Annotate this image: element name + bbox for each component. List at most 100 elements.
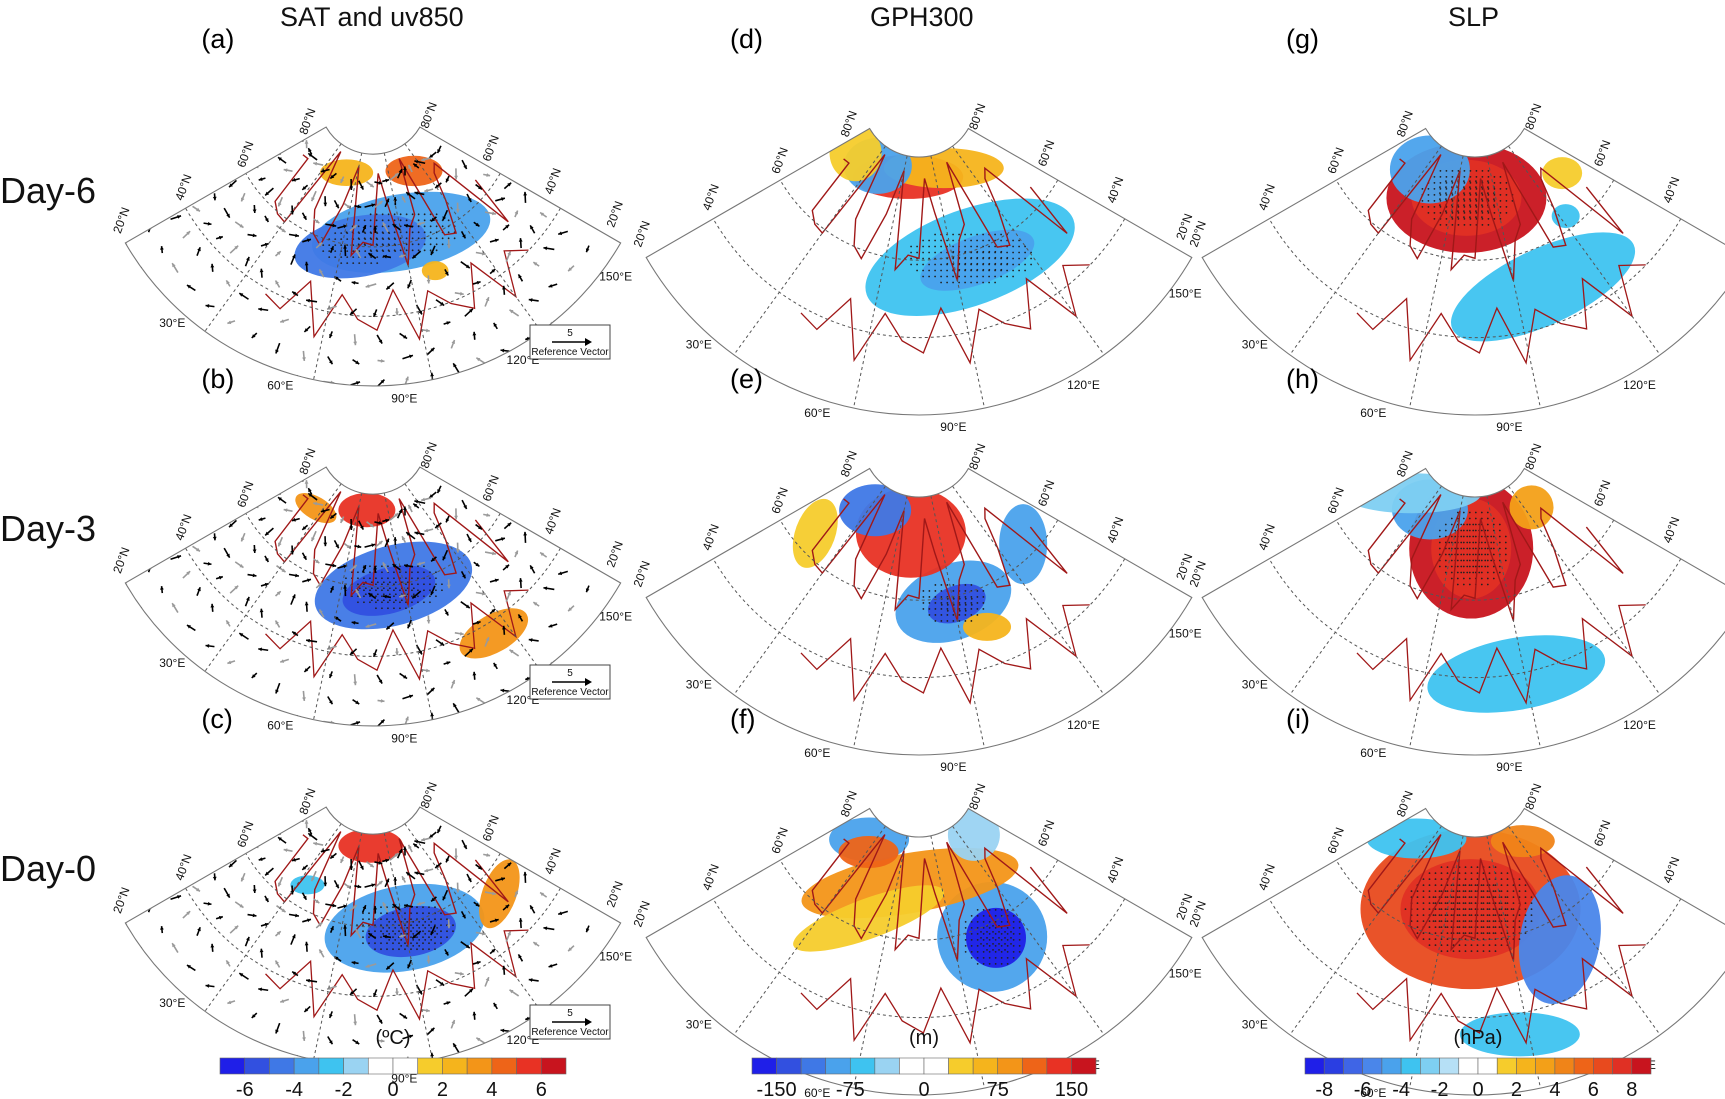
colorbar-tick: 4 [486, 1079, 497, 1099]
lat-label: 80°N [1522, 782, 1544, 812]
lon-label: 30°E [686, 1017, 712, 1031]
colorbar-swatch [1631, 1057, 1652, 1075]
lat-label: 40°N [172, 172, 194, 202]
colorbar-swatch [466, 1057, 493, 1075]
colorbar-swatch [392, 1057, 419, 1075]
colorbar-swatch [1021, 1057, 1048, 1075]
lat-label: 20°N [604, 539, 626, 569]
lat-label: 60°N [1591, 818, 1613, 848]
panel-f: (f) 30°E 60°E 90°E 120°E 150°E 20°N 40°N 60°N 80°… [631, 704, 1202, 1099]
lat-label: 40°N [1256, 182, 1278, 212]
lat-label: 20°N [631, 219, 653, 249]
colorbar-0: (ºC) -6 -4 -2 0 2 4 6 [219, 1027, 567, 1099]
colorbar-swatch [293, 1057, 320, 1075]
colorbar-swatch [800, 1057, 827, 1075]
lon-label: 60°E [267, 378, 293, 392]
panel-label: (b) [201, 364, 234, 394]
colorbar-tick: -4 [1392, 1079, 1410, 1099]
anomaly-blob [927, 583, 986, 624]
row-label-day0: Day-0 [0, 848, 97, 889]
anomaly-blob [1509, 485, 1554, 530]
colorbar-swatch [1343, 1057, 1363, 1075]
lat-label: 60°N [769, 146, 791, 176]
lat-label: 80°N [1522, 102, 1544, 132]
lat-label: 40°N [1104, 175, 1126, 205]
map-frame [124, 466, 622, 727]
lon-label: 60°E [267, 718, 293, 732]
graticule [1268, 145, 1682, 409]
lat-label: 60°N [1325, 146, 1347, 176]
colorbar-1: (m) -150 -75 0 75 150 [751, 1027, 1097, 1099]
panel-label: (i) [1286, 704, 1310, 734]
map-sector [1202, 128, 1725, 415]
colorbar-unit: (hPa) [1454, 1027, 1503, 1049]
lat-label: 40°N [172, 512, 194, 542]
reference-vector-box: 5 Reference Vector [529, 1004, 611, 1040]
lon-label: 30°E [1242, 1017, 1268, 1031]
lon-label: 60°E [804, 1086, 830, 1099]
lat-label: 40°N [1256, 522, 1278, 552]
lat-label: 40°N [542, 846, 564, 876]
colorbar-swatch [776, 1057, 802, 1075]
lat-label: 80°N [838, 449, 860, 479]
lat-label: 80°N [1394, 449, 1416, 479]
row-label-day3: Day-3 [0, 508, 97, 549]
colorbar-swatch [1071, 1057, 1097, 1075]
lon-label: 150°E [1169, 626, 1202, 640]
colorbar-swatch [1362, 1057, 1383, 1075]
lat-label: 60°N [1035, 818, 1057, 848]
lon-label: 90°E [391, 731, 417, 745]
lon-label: 30°E [159, 656, 185, 670]
lon-label: 150°E [1169, 286, 1202, 300]
lat-label: 40°N [1104, 515, 1126, 545]
panel-label: (f) [730, 704, 755, 734]
anomaly-blob [338, 493, 396, 528]
lon-label: 30°E [686, 677, 712, 691]
lon-label: 120°E [1623, 718, 1656, 732]
lat-label: 80°N [418, 780, 440, 810]
colorbar-tick: -6 [236, 1079, 254, 1099]
lat-label: 80°N [1394, 789, 1416, 819]
panel-h: (h)30°E60°E90°E120°E150°E20°N40°N60°N80°… [1187, 364, 1725, 774]
lon-label: 90°E [940, 420, 966, 434]
anomaly-blob [459, 608, 529, 659]
panel-label: (e) [730, 364, 763, 394]
panel-g: (g)30°E60°E90°E120°E150°E20°N40°N60°N80°… [1187, 24, 1725, 434]
graticule [712, 825, 1126, 1089]
colorbar-2: (hPa) -8 -6 -4 -2 0 2 4 6 8 [1304, 1027, 1652, 1099]
colorbar-swatch [923, 1057, 949, 1075]
colorbar-unit: (m) [909, 1027, 939, 1049]
colorbar-swatch [1593, 1057, 1613, 1075]
colorbar-swatch [874, 1057, 900, 1075]
colorbar-swatch [1046, 1057, 1072, 1075]
colorbar-swatch [1612, 1057, 1633, 1075]
column-title-sat: SAT and uv850 [280, 2, 464, 32]
colorbar-swatch [1458, 1057, 1479, 1075]
lat-label: 40°N [700, 862, 722, 892]
anomaly-blob [1366, 818, 1467, 859]
colorbar-swatch [269, 1057, 295, 1075]
colorbar-tick: 8 [1626, 1079, 1637, 1099]
colorbar-tick: 6 [1588, 1079, 1599, 1099]
panel-label: (h) [1286, 364, 1319, 394]
colorbar-swatch [1323, 1057, 1344, 1075]
graticule [712, 145, 1126, 409]
colorbar-tick: -4 [285, 1079, 303, 1099]
panel-e: (e) 30°E 60°E 90°E 120°E 150°E 20°N 40°N 60°N 80°… [631, 364, 1202, 774]
colorbar-swatch [751, 1057, 777, 1075]
colorbar-tick: 0 [1472, 1079, 1483, 1099]
lat-label: 20°N [110, 205, 132, 235]
column-title-slp: SLP [1448, 2, 1500, 32]
anomaly-field [1386, 135, 1636, 342]
graticule [1268, 825, 1682, 1089]
lon-label: 30°E [1242, 677, 1268, 691]
lon-label: 90°E [1496, 420, 1522, 434]
lon-label: 30°E [159, 316, 185, 330]
colorbar-swatch [1420, 1057, 1440, 1075]
anomaly-blob [1341, 473, 1482, 514]
colorbar-tick: -150 [757, 1079, 797, 1099]
reference-value: 5 [567, 328, 573, 339]
anomaly-field [1341, 473, 1606, 713]
